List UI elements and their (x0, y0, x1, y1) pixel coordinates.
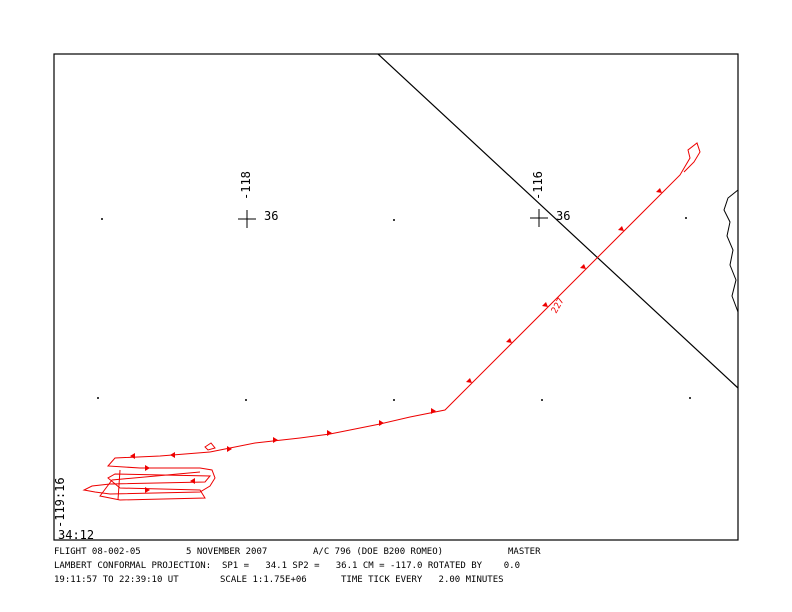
flight-id: FLIGHT 08-002-05 (54, 547, 141, 557)
boundary-line (377, 53, 739, 389)
lon-label: -116 (531, 171, 545, 200)
grid-dots (97, 217, 691, 401)
track-label: 227 (550, 296, 567, 315)
scale: SCALE 1:1.75E+06 (220, 575, 307, 585)
flight-track (82, 142, 701, 501)
time-tick: TIME TICK EVERY 2.00 MINUTES (341, 575, 504, 585)
map-frame (53, 53, 739, 541)
lat-label: 36 (264, 209, 278, 223)
corner-lon-label: -119:16 (53, 477, 67, 528)
flight-date: 5 NOVEMBER 2007 (186, 547, 267, 557)
mode: MASTER (508, 547, 541, 557)
lat-label: 36 (556, 209, 570, 223)
time-ticks (130, 188, 662, 493)
time-range: 19:11:57 TO 22:39:10 UT (54, 575, 179, 585)
coastline (723, 189, 739, 313)
aircraft: A/C 796 (DOE B200 ROMEO) (313, 547, 443, 557)
corner-lat-label: 34:12 (58, 528, 94, 542)
lon-label: -118 (239, 171, 253, 200)
projection: LAMBERT CONFORMAL PROJECTION: SP1 = 34.1… (54, 561, 520, 571)
grid-crosses (238, 209, 548, 228)
